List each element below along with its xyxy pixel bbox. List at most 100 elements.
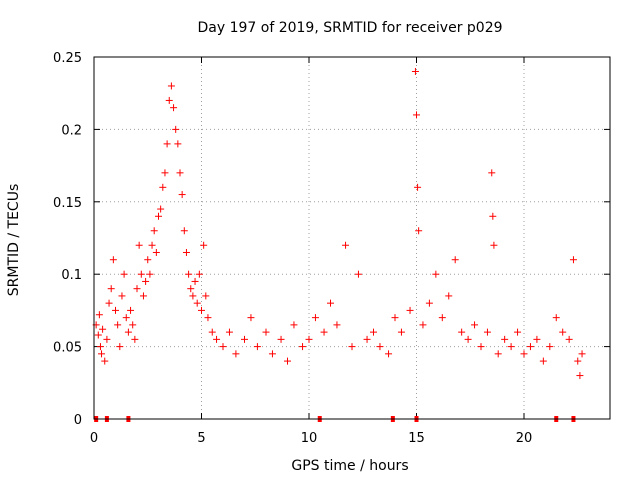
data-point (187, 285, 195, 293)
y-tick-label: 0.05 (53, 341, 82, 356)
data-point (174, 140, 182, 148)
data-point (333, 321, 341, 329)
data-point (299, 343, 307, 351)
data-point (142, 277, 150, 285)
data-point (520, 350, 528, 358)
data-point (438, 314, 446, 322)
y-tick-labels: 0 0.05 0.1 0.15 0.2 0.25 (53, 51, 82, 428)
data-point (533, 335, 541, 343)
y-tick-label: 0.15 (53, 196, 82, 211)
data-point (148, 241, 156, 249)
data-point (376, 343, 384, 351)
data-point (311, 314, 319, 322)
data-point (419, 321, 427, 329)
data-point (348, 343, 356, 351)
data-point (490, 241, 498, 249)
data-points (92, 67, 586, 380)
data-point (363, 335, 371, 343)
data-point (195, 270, 203, 278)
x-tick-label: 15 (408, 431, 425, 446)
data-point (247, 314, 255, 322)
data-point (163, 140, 171, 148)
data-point (327, 299, 334, 307)
data-point (565, 335, 573, 343)
data-point (191, 277, 199, 285)
data-point (559, 328, 567, 336)
axis-ticks (93, 56, 610, 420)
x-axis-label: GPS time / hours (291, 458, 408, 474)
data-point (574, 357, 582, 365)
data-point (180, 227, 188, 235)
data-point (578, 350, 586, 358)
data-point (131, 335, 139, 343)
data-point (413, 111, 420, 119)
data-point (305, 335, 313, 343)
data-point (172, 125, 180, 133)
chart-title: Day 197 of 2019, SRMTID for receiver p02… (197, 20, 502, 36)
data-point (320, 328, 328, 336)
data-point (219, 343, 227, 351)
data-point (185, 270, 193, 278)
x-tick-label: 5 (197, 431, 205, 446)
data-point (146, 270, 154, 278)
data-point (397, 328, 405, 336)
y-tick-label: 0.1 (61, 268, 82, 283)
data-point (290, 321, 298, 329)
data-point (445, 292, 453, 300)
data-point (411, 67, 419, 75)
data-point (124, 328, 132, 336)
data-point (133, 285, 141, 293)
data-point (152, 248, 160, 256)
data-point (176, 169, 184, 177)
data-point (507, 343, 515, 351)
data-point (127, 306, 135, 314)
data-point (483, 328, 491, 336)
data-point (204, 314, 212, 322)
data-point (103, 335, 111, 343)
data-point (182, 248, 190, 256)
data-point (144, 256, 152, 264)
data-point (253, 343, 261, 351)
data-point (101, 357, 109, 365)
data-point (114, 321, 122, 329)
data-point (118, 292, 126, 300)
grid-lines (94, 57, 610, 419)
data-point (155, 212, 162, 220)
data-point (198, 306, 205, 314)
data-point (370, 328, 377, 336)
data-point (489, 212, 497, 220)
data-point (120, 270, 128, 278)
data-point (165, 96, 173, 104)
data-point (225, 328, 233, 336)
data-point (268, 350, 276, 358)
data-point (167, 82, 175, 90)
data-point (139, 292, 147, 300)
data-point (385, 350, 393, 358)
data-point (122, 314, 130, 322)
data-point (514, 328, 522, 336)
data-point (99, 325, 107, 333)
data-point (157, 205, 165, 213)
x-tick-label: 0 (90, 431, 98, 446)
data-point (161, 169, 169, 177)
data-point (432, 270, 440, 278)
data-point (284, 357, 291, 365)
data-point (546, 343, 554, 351)
x-tick-label: 20 (516, 431, 533, 446)
data-point (241, 335, 248, 343)
data-point (471, 321, 479, 329)
data-point (202, 292, 210, 300)
data-point (501, 335, 509, 343)
data-point (415, 227, 423, 235)
data-point (105, 299, 113, 307)
x-tick-labels: 0 5 10 15 20 (90, 431, 532, 446)
data-point (342, 241, 350, 249)
y-tick-label: 0.25 (53, 51, 82, 66)
data-point (458, 328, 466, 336)
data-point (150, 227, 158, 235)
data-point (208, 328, 216, 336)
data-point (425, 299, 433, 307)
data-point (213, 335, 221, 343)
data-point (526, 343, 534, 351)
